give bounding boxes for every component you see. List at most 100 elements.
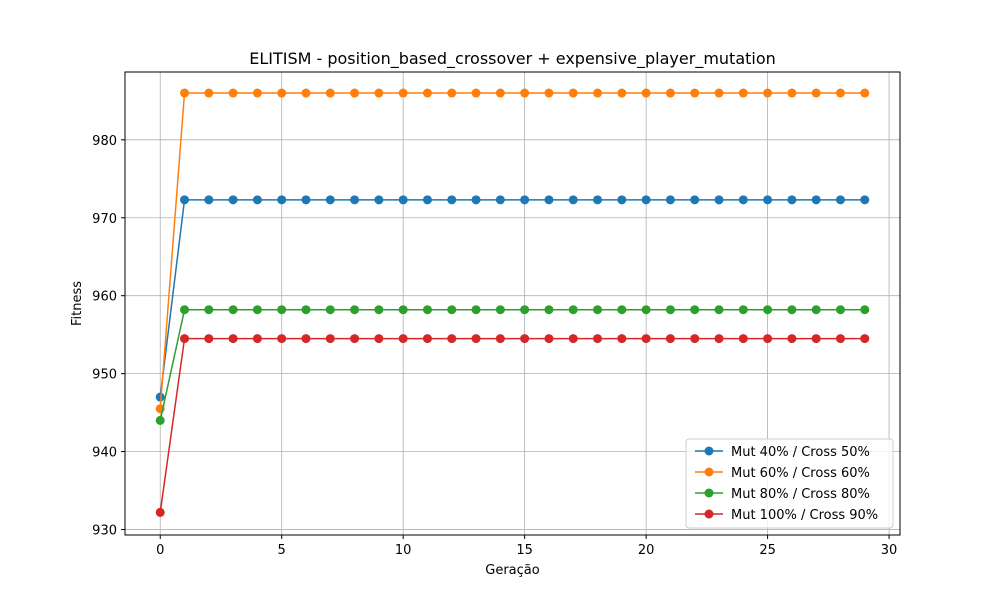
data-point xyxy=(520,195,530,205)
data-point xyxy=(301,305,311,315)
data-point xyxy=(495,305,505,315)
data-point xyxy=(350,334,360,344)
data-point xyxy=(665,88,675,98)
data-point xyxy=(860,305,870,315)
data-point xyxy=(447,88,457,98)
legend-item: Mut 40% / Cross 50% xyxy=(695,445,870,460)
data-point xyxy=(252,305,262,315)
data-point xyxy=(325,305,335,315)
y-tick-label: 950 xyxy=(92,368,117,383)
legend-item: Mut 100% / Cross 90% xyxy=(695,508,878,523)
data-point xyxy=(641,195,651,205)
data-point xyxy=(422,305,432,315)
chart-title: ELITISM - position_based_crossover + exp… xyxy=(249,49,776,69)
data-point xyxy=(471,88,481,98)
data-point xyxy=(252,334,262,344)
x-tick-label: 20 xyxy=(638,543,655,558)
data-point xyxy=(398,305,408,315)
data-point xyxy=(860,195,870,205)
data-point xyxy=(665,305,675,315)
data-point xyxy=(155,507,165,517)
data-point xyxy=(714,305,724,315)
data-point xyxy=(835,195,845,205)
data-point xyxy=(204,195,214,205)
x-tick-label: 10 xyxy=(395,543,412,558)
data-point xyxy=(568,195,578,205)
data-point xyxy=(228,195,238,205)
data-point xyxy=(787,334,797,344)
data-point xyxy=(398,88,408,98)
data-point xyxy=(738,334,748,344)
legend-marker xyxy=(704,488,714,498)
data-point xyxy=(374,88,384,98)
data-point xyxy=(520,305,530,315)
legend-box xyxy=(685,438,894,529)
data-point xyxy=(763,88,773,98)
data-point xyxy=(374,195,384,205)
data-point xyxy=(447,195,457,205)
data-point xyxy=(325,195,335,205)
data-point xyxy=(568,88,578,98)
data-point xyxy=(350,195,360,205)
data-point xyxy=(738,305,748,315)
series-3 xyxy=(155,305,870,425)
y-tick-label: 940 xyxy=(92,446,117,461)
data-point xyxy=(325,88,335,98)
grid xyxy=(125,72,900,535)
x-tick-label: 0 xyxy=(156,543,164,558)
data-point xyxy=(811,195,821,205)
data-point xyxy=(787,195,797,205)
series-1 xyxy=(155,195,870,402)
legend-marker xyxy=(704,467,714,477)
legend-label: Mut 80% / Cross 80% xyxy=(731,487,870,502)
data-point xyxy=(714,334,724,344)
data-point xyxy=(447,305,457,315)
data-point xyxy=(787,305,797,315)
data-point xyxy=(350,305,360,315)
legend-label: Mut 100% / Cross 90% xyxy=(731,508,878,523)
data-point xyxy=(690,195,700,205)
axis-ticks: 0 5 10 15 20 25 30 930 940 950 960 970 980 xyxy=(92,134,897,558)
data-point xyxy=(811,305,821,315)
data-point xyxy=(665,195,675,205)
series-2 xyxy=(155,88,870,414)
y-tick-label: 980 xyxy=(92,134,117,149)
data-point xyxy=(252,195,262,205)
data-point xyxy=(544,88,554,98)
legend-label: Mut 60% / Cross 60% xyxy=(731,466,870,481)
data-point xyxy=(204,305,214,315)
y-axis-label: Fitness xyxy=(70,281,85,326)
data-point xyxy=(714,195,724,205)
data-point xyxy=(593,334,603,344)
data-point xyxy=(180,88,190,98)
data-point xyxy=(277,195,287,205)
data-point xyxy=(252,88,262,98)
legend-label: Mut 40% / Cross 50% xyxy=(731,445,870,460)
legend-marker xyxy=(704,446,714,456)
data-point xyxy=(544,195,554,205)
data-point xyxy=(835,305,845,315)
y-tick-label: 960 xyxy=(92,290,117,305)
data-point xyxy=(617,88,627,98)
x-tick-label: 30 xyxy=(881,543,898,558)
data-point xyxy=(495,334,505,344)
data-point xyxy=(520,334,530,344)
data-point xyxy=(593,305,603,315)
data-point xyxy=(155,415,165,425)
data-point xyxy=(422,88,432,98)
data-point xyxy=(860,88,870,98)
data-point xyxy=(228,334,238,344)
data-point xyxy=(495,195,505,205)
data-point xyxy=(471,334,481,344)
data-point xyxy=(374,334,384,344)
data-point xyxy=(350,88,360,98)
data-point xyxy=(471,305,481,315)
data-point xyxy=(422,195,432,205)
data-point xyxy=(714,88,724,98)
y-tick-label: 970 xyxy=(92,212,117,227)
data-point xyxy=(860,334,870,344)
legend-item: Mut 60% / Cross 60% xyxy=(695,466,870,481)
data-point xyxy=(617,305,627,315)
x-tick-label: 5 xyxy=(278,543,286,558)
